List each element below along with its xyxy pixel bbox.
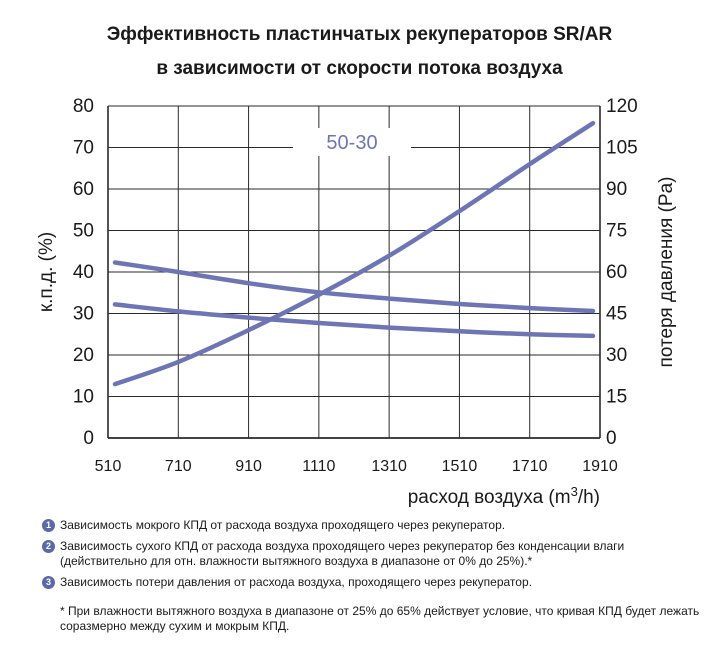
annotation-box <box>293 128 411 156</box>
notes: 1 Зависимость мокрого КПД от расхода воз… <box>42 518 702 634</box>
x-tick-label: 1910 <box>582 458 618 475</box>
note-text: Зависимость потери давления от расхода в… <box>60 575 532 589</box>
note-3: 3 Зависимость потери давления от расхода… <box>42 575 702 590</box>
x-axis-ticks: 510 710 910 1110 1310 1510 1710 1910 <box>95 458 618 475</box>
y2-axis-ticks: 0 15 30 45 60 75 90 105 120 <box>606 96 638 449</box>
y-tick-label: 80 <box>73 96 94 117</box>
series-line-3 <box>112 120 596 387</box>
y2-tick-label: 60 <box>606 262 627 283</box>
x-tick-label: 1310 <box>371 458 407 475</box>
series-line-2 <box>112 302 596 339</box>
y-tick-label: 60 <box>73 179 94 200</box>
annotation-label: 50-30 <box>326 132 377 154</box>
y-axis-label: к.п.д. (%) <box>36 232 57 312</box>
y2-tick-label: 30 <box>606 345 627 366</box>
chart-area: 510 710 910 1110 1310 1510 1710 1910 0 10 20 30 40 5… <box>36 96 677 508</box>
chart-title: Эффективность пластинчатых рекуператоров… <box>106 24 613 45</box>
x-tick-label: 1710 <box>512 458 548 475</box>
note-text: Зависимость мокрого КПД от расхода возду… <box>60 518 506 532</box>
x-tick-label: 510 <box>95 458 122 475</box>
note-marker: 1 <box>42 519 55 532</box>
note-marker: 3 <box>42 576 55 589</box>
y-tick-label: 50 <box>73 221 94 242</box>
x-tick-label: 1110 <box>302 458 335 475</box>
note-2: 2 Зависимость сухого КПД от расхода возд… <box>42 539 702 569</box>
y-tick-label: 10 <box>73 387 94 408</box>
y-tick-label: 0 <box>83 428 94 449</box>
y2-axis-label: потеря давления (Pa) <box>656 177 677 368</box>
y2-tick-label: 15 <box>606 387 627 408</box>
footnote: * При влажности вытяжного воздуха в диап… <box>60 604 700 633</box>
note-marker: 2 <box>42 540 55 553</box>
x-tick-label: 910 <box>235 458 262 475</box>
x-tick-label: 710 <box>165 458 192 475</box>
y2-tick-label: 90 <box>606 179 627 200</box>
y-tick-label: 70 <box>73 138 94 159</box>
series-line-1 <box>112 260 596 314</box>
y-tick-label: 30 <box>73 304 94 325</box>
y2-tick-label: 75 <box>606 221 627 242</box>
note-text: Зависимость сухого КПД от расхода воздух… <box>60 539 625 568</box>
y2-tick-label: 45 <box>606 304 627 325</box>
y2-tick-label: 0 <box>606 428 617 449</box>
x-tick-label: 1510 <box>442 458 478 475</box>
series-group <box>112 120 596 387</box>
y-axis-ticks: 0 10 20 30 40 50 60 70 80 <box>73 96 94 449</box>
y2-tick-label: 105 <box>606 138 638 159</box>
y-tick-label: 20 <box>73 345 94 366</box>
y2-tick-label: 120 <box>606 96 638 117</box>
y-tick-label: 40 <box>73 262 94 283</box>
chart-subtitle: в зависимости от скорости потока воздуха <box>156 58 563 79</box>
note-1: 1 Зависимость мокрого КПД от расхода воз… <box>42 518 702 533</box>
x-axis-label: расход воздуха (m3/h) <box>408 484 600 508</box>
